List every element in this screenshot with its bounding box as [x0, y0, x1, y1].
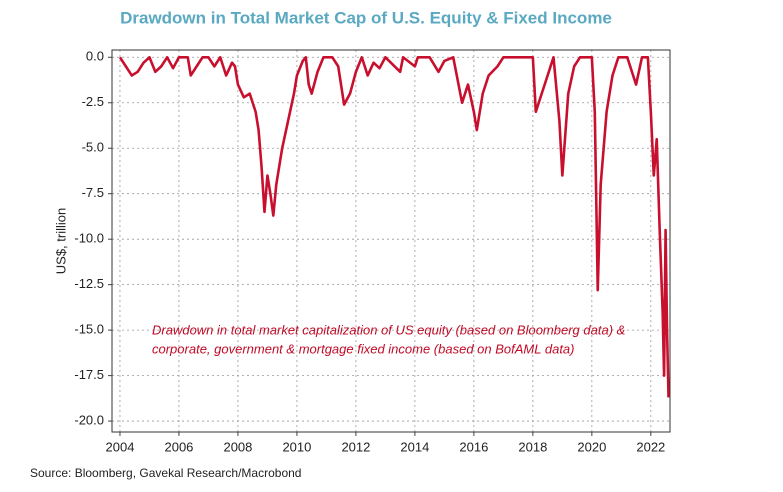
- x-tick-label: 2008: [223, 439, 252, 454]
- x-tick-label: 2022: [636, 439, 665, 454]
- annotation: corporate, government & mortgage fixed i…: [152, 341, 575, 356]
- y-tick-label: -17.5: [74, 367, 104, 382]
- x-tick-label: 2012: [341, 439, 370, 454]
- x-tick-label: 2016: [459, 439, 488, 454]
- y-tick-label: -15.0: [74, 322, 104, 337]
- x-tick-label: 2020: [577, 439, 606, 454]
- x-tick-label: 2010: [282, 439, 311, 454]
- y-tick-label: -2.5: [82, 94, 104, 109]
- chart-title: Drawdown in Total Market Cap of U.S. Equ…: [120, 8, 612, 27]
- source: Source: Bloomberg, Gavekal Research/Macr…: [30, 466, 301, 480]
- y-tick-label: -20.0: [74, 413, 104, 428]
- x-tick-label: 2014: [400, 439, 429, 454]
- data-line: [118, 55, 670, 398]
- y-tick-label: -12.5: [74, 276, 104, 291]
- y-tick-label: 0.0: [86, 49, 104, 64]
- plot-frame: [111, 49, 671, 433]
- y-tick-label: -7.5: [82, 185, 104, 200]
- plot-area: 0.0 -2.5 -5.0 -7.5 -10.0 -12.5 -15.0 -17.5 -20.0…: [74, 49, 671, 454]
- x-tick-label: 2018: [518, 439, 547, 454]
- y-axis-label: US$, trillion: [53, 208, 68, 274]
- x-tick-label: 2004: [106, 439, 135, 454]
- y-tick-label: -10.0: [74, 231, 104, 246]
- y-tick-label: -5.0: [82, 140, 104, 155]
- annotation: Drawdown in total market capitalization …: [152, 322, 625, 337]
- x-tick-label: 2006: [164, 439, 193, 454]
